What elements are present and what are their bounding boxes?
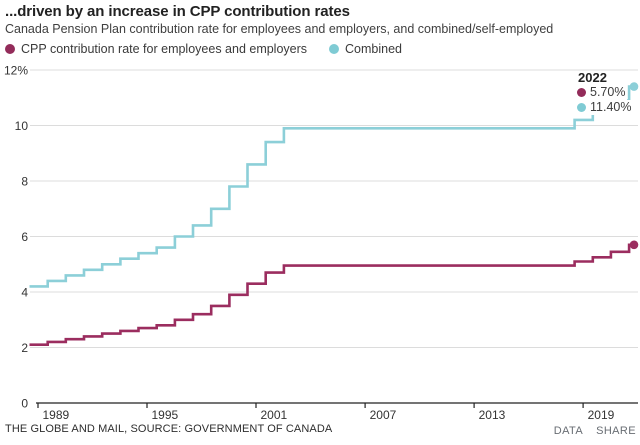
y-tick-label-6: 6 [21, 230, 28, 244]
y-tick-label-2: 2 [21, 341, 28, 355]
series-end-dot-employee-employer [629, 240, 639, 250]
y-tick-label-0: 0 [21, 397, 28, 411]
data-link[interactable]: DATA [553, 425, 584, 437]
x-tick-label-2019: 2019 [588, 408, 615, 422]
annotation-dot-combined-icon [577, 103, 586, 112]
series-line-employee-employer [29, 243, 634, 346]
annotation-row-employee: 5.70% [572, 85, 628, 100]
chart-legend: CPP contribution rate for employees and … [5, 42, 402, 56]
x-tick-label-2013: 2013 [479, 408, 506, 422]
y-tick-label-10: 10 [15, 119, 29, 133]
y-tick-label-4: 4 [21, 286, 28, 300]
legend-item-employee-rate: CPP contribution rate for employees and … [5, 42, 307, 56]
legend-label-combined: Combined [345, 42, 403, 56]
annotation-row-combined: 11.40% [572, 100, 634, 115]
legend-item-combined: Combined [329, 42, 402, 56]
x-tick-label-1995: 1995 [152, 408, 179, 422]
annotation-value-employee: 5.70% [590, 85, 626, 99]
source-credit: THE GLOBE AND MAIL, SOURCE: GOVERNMENT O… [5, 423, 333, 435]
annotation-value-combined: 11.40% [590, 100, 632, 114]
x-tick-label-1989: 1989 [43, 408, 70, 422]
y-tick-label-8: 8 [21, 175, 28, 189]
chart-subtitle: Canada Pension Plan contribution rate fo… [5, 22, 554, 36]
legend-dot-combined-icon [329, 44, 340, 54]
page-title: ...driven by an increase in CPP contribu… [5, 3, 350, 20]
series-line-combined [29, 85, 634, 288]
y-tick-label-12: 12% [4, 64, 28, 78]
x-tick-label-2007: 2007 [370, 408, 397, 422]
annotation-year: 2022 [577, 70, 608, 85]
share-link[interactable]: SHARE [596, 425, 636, 437]
x-tick-label-2001: 2001 [261, 408, 288, 422]
legend-dot-employee-icon [5, 44, 15, 54]
series-end-dot-combined [629, 82, 639, 91]
annotation-dot-employee-icon [577, 88, 586, 97]
end-value-annotation: 2022 5.70% 11.40% [572, 70, 634, 115]
footer-links: DATA SHARE [554, 425, 636, 437]
legend-label-employee: CPP contribution rate for employees and … [21, 42, 308, 56]
